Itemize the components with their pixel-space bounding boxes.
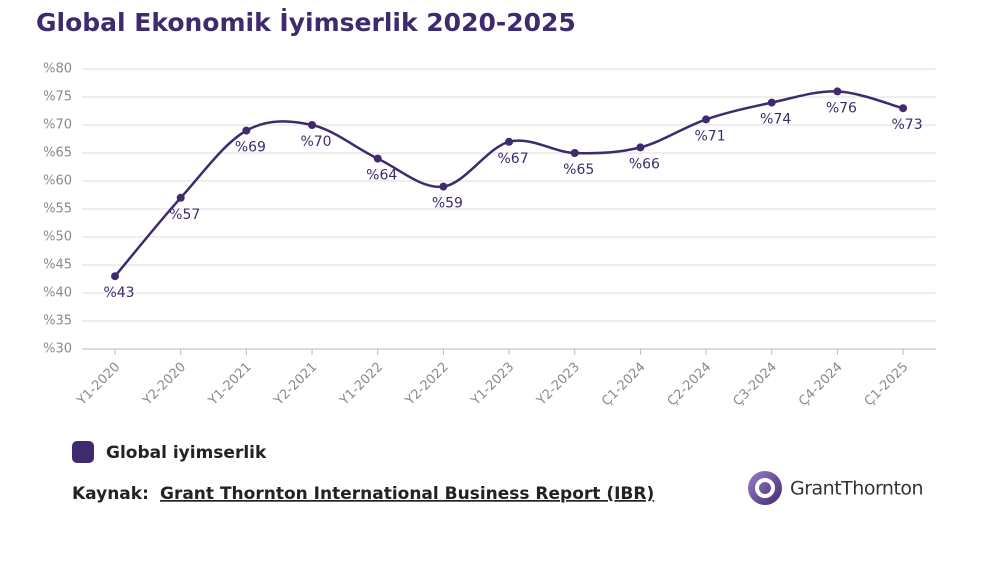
- point: [505, 137, 514, 146]
- y-tick-label: %45: [43, 258, 72, 273]
- chart-title: Global Ekonomik İyimserlik 2020-2025: [36, 7, 576, 37]
- x-tick-label: Y2-2023: [534, 360, 583, 409]
- y-tick-label: %80: [43, 62, 72, 77]
- y-tick-label: %75: [43, 90, 72, 105]
- point: [242, 126, 251, 135]
- x-tick-label: Y2-2021: [271, 360, 320, 409]
- y-tick-label: %65: [43, 146, 72, 161]
- data-label: %71: [695, 128, 726, 144]
- data-label: %59: [432, 196, 463, 212]
- x-tick-label: Y1-2022: [337, 360, 386, 409]
- x-tick-label: Ç1-2024: [599, 360, 649, 410]
- data-label: %64: [366, 168, 397, 184]
- data-label: %70: [300, 134, 331, 150]
- point: [767, 98, 776, 107]
- x-tick-label: Y1-2023: [468, 360, 517, 409]
- point: [570, 149, 579, 157]
- point: [899, 104, 908, 113]
- data-label: %66: [629, 156, 660, 172]
- logo-icon: [748, 471, 782, 505]
- y-tick-label: %40: [43, 286, 72, 301]
- y-tick-label: %60: [43, 174, 72, 189]
- y-tick-label: %30: [43, 342, 72, 357]
- source-label: Kaynak:: [72, 484, 149, 504]
- x-tick-label: Ç1-2025: [862, 360, 912, 410]
- y-tick-label: %70: [43, 118, 72, 133]
- point: [833, 87, 842, 96]
- point: [373, 154, 382, 163]
- y-tick-label: %50: [43, 230, 72, 245]
- legend-label: Global iyimserlik: [106, 443, 267, 463]
- data-label: %57: [169, 207, 200, 223]
- point: [439, 182, 448, 191]
- point: [308, 121, 317, 129]
- x-tick-label: Y2-2022: [402, 360, 451, 409]
- data-label: %67: [497, 151, 528, 167]
- source-link[interactable]: Grant Thornton International Business Re…: [160, 484, 654, 504]
- data-label: %65: [563, 162, 594, 178]
- data-label: %69: [235, 140, 266, 156]
- data-label: %74: [760, 112, 791, 128]
- point: [176, 193, 185, 202]
- x-tick-label: Ç2-2024: [665, 360, 715, 410]
- x-tick-label: Y1-2021: [205, 360, 254, 409]
- point: [702, 115, 711, 124]
- y-tick-label: %35: [43, 314, 72, 329]
- x-tick-label: Ç3-2024: [730, 360, 780, 410]
- logo-text: GrantThornton: [790, 478, 923, 500]
- data-label: %43: [103, 285, 134, 301]
- y-tick-label: %55: [43, 202, 72, 217]
- legend-swatch: [72, 441, 94, 463]
- point: [111, 272, 120, 281]
- point: [636, 143, 645, 152]
- x-tick-label: Y1-2020: [74, 360, 123, 409]
- x-tick-label: Y2-2020: [140, 360, 189, 409]
- data-label: %73: [892, 117, 923, 133]
- legend: Global iyimserlik: [72, 441, 267, 463]
- x-tick-label: Ç4-2024: [796, 360, 846, 410]
- data-label: %76: [826, 100, 857, 116]
